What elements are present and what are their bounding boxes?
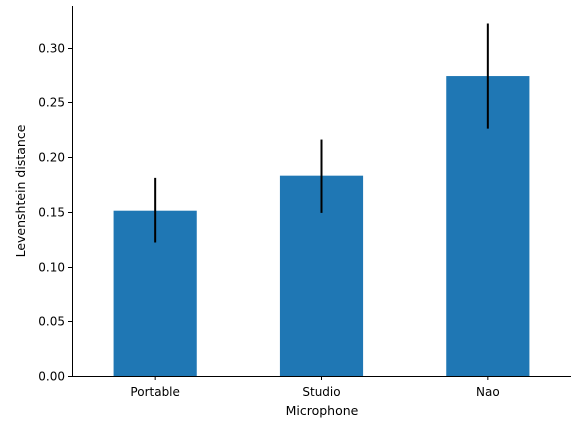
x-tick-label-studio: Studio [302,385,340,399]
y-tick-label: 0.30 [38,42,65,56]
y-tick-label: 0.15 [38,206,65,220]
y-ticks: 0.00 0.05 0.10 0.15 0.20 0.25 0.30 [38,42,72,384]
y-tick-label: 0.20 [38,151,65,165]
x-tick-label-nao: Nao [476,385,500,399]
x-tick-label-portable: Portable [130,385,179,399]
y-tick-label: 0.00 [38,370,65,384]
bars-layer [113,76,530,376]
y-tick-label: 0.10 [38,261,65,275]
x-axis-title: Microphone [286,403,359,418]
y-tick-label: 0.25 [38,96,65,110]
y-axis-title: Levenshtein distance [13,124,28,257]
error-bars-layer [154,23,489,243]
y-tick-label: 0.05 [38,315,65,329]
x-ticks: Portable Studio Nao [130,376,500,399]
